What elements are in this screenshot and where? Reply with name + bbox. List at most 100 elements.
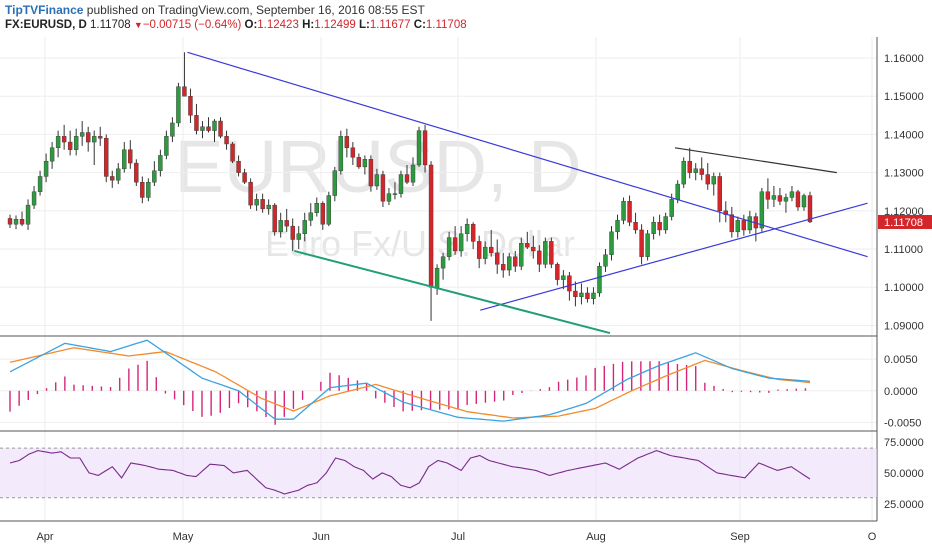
candle-body <box>55 136 61 148</box>
candle-body <box>711 176 716 185</box>
publish-line: TipTVFinance published on TradingView.co… <box>5 3 425 17</box>
candle-body <box>314 202 319 213</box>
candle-body <box>236 160 241 173</box>
rsi-band-fill <box>0 448 877 498</box>
candle-body <box>188 96 193 116</box>
candle-body <box>206 126 211 131</box>
candle-body <box>693 168 698 173</box>
candle-body <box>362 159 368 168</box>
candle-body <box>212 120 217 131</box>
candle-body <box>37 176 43 192</box>
symbol-label[interactable]: FX:EURUSD, D <box>5 19 87 31</box>
candle-body <box>765 191 771 200</box>
candle-body <box>513 256 518 267</box>
candle-body <box>507 256 512 271</box>
price-tick-label: 1.11000 <box>884 244 923 256</box>
candle-body <box>675 183 680 200</box>
candle-body <box>158 155 163 171</box>
price-tick-label: 1.13000 <box>884 168 924 180</box>
candle-body <box>284 220 289 227</box>
quote-line: FX:EURUSD, D 1.11708 ▼−0.00715 (−0.64%) … <box>5 19 467 31</box>
candle-body <box>218 120 223 137</box>
publish-info: published on TradingView.com, September … <box>83 3 425 17</box>
low-value: 1.11677 <box>369 19 411 31</box>
candle-body <box>687 160 692 173</box>
candle-body <box>639 229 644 257</box>
high-value: 1.12499 <box>314 19 356 31</box>
candle-body <box>579 292 584 297</box>
price-tick-label: 1.15000 <box>884 91 924 103</box>
candlestick-series <box>7 52 813 321</box>
candle-body <box>495 252 500 265</box>
low-label: L: <box>358 19 370 31</box>
candle-body <box>446 237 452 257</box>
candle-body <box>128 149 133 164</box>
candle-body <box>116 168 121 181</box>
candle-body <box>464 224 470 234</box>
candle-body <box>651 222 656 234</box>
month-tick-label: May <box>173 531 194 543</box>
last-price-label: 1.11708 <box>884 217 923 229</box>
candle-body <box>79 132 85 137</box>
candle-body <box>759 191 765 229</box>
candle-body <box>7 218 13 225</box>
candle-body <box>224 136 229 145</box>
candle-body <box>104 138 109 177</box>
candle-body <box>140 181 145 198</box>
price-change: −0.00715 (−0.64%) <box>142 19 242 31</box>
candle-body <box>567 275 572 292</box>
candle-body <box>410 164 416 183</box>
candle-body <box>67 141 73 150</box>
candle-body <box>771 195 777 200</box>
candle-body <box>164 136 169 156</box>
candle-body <box>549 241 554 265</box>
candle-body <box>525 243 530 248</box>
rsi-tick-label: 75.0000 <box>884 437 924 449</box>
time-axis[interactable]: Apr May Jun Jul Aug Sep O <box>36 531 876 543</box>
candle-body <box>777 195 783 202</box>
price-tick-label: 1.16000 <box>884 53 924 65</box>
candle-body <box>398 174 404 194</box>
candle-body <box>573 290 578 297</box>
candle-body <box>489 246 494 254</box>
high-label: H: <box>302 19 315 31</box>
candle-body <box>807 195 813 223</box>
candle-body <box>747 216 753 231</box>
candle-body <box>404 174 410 183</box>
pane-borders <box>0 37 878 522</box>
candle-body <box>98 136 103 139</box>
candle-body <box>392 193 398 195</box>
candle-body <box>374 174 380 187</box>
candle-body <box>434 267 440 288</box>
candle-body <box>422 130 428 166</box>
candle-body <box>134 162 139 183</box>
candle-body <box>458 233 464 252</box>
rsi-tick-label: 50.0000 <box>884 468 924 480</box>
candle-body <box>603 254 608 267</box>
candle-body <box>73 136 79 150</box>
price-axis[interactable]: 1.16000 1.15000 1.14000 1.13000 1.12000 1.110… <box>878 53 932 511</box>
candle-body <box>428 164 434 288</box>
candle-body <box>482 246 488 259</box>
rsi-line <box>9 450 811 495</box>
candle-body <box>266 204 271 210</box>
candle-body <box>645 233 650 257</box>
candle-body <box>783 197 789 202</box>
candle-body <box>519 243 524 267</box>
candle-body <box>242 172 247 183</box>
author-link[interactable]: TipTVFinance <box>5 3 84 17</box>
candle-body <box>609 231 614 255</box>
macd-pane <box>9 339 811 425</box>
candle-body <box>669 199 674 217</box>
candle-body <box>681 160 686 185</box>
candle-body <box>85 132 91 143</box>
candle-body <box>326 195 331 225</box>
grid-lines <box>0 37 877 521</box>
candle-body <box>260 199 265 210</box>
candle-body <box>416 130 422 166</box>
candle-body <box>176 86 181 124</box>
month-tick-label: Jun <box>312 531 330 543</box>
candle-body <box>302 220 307 234</box>
trendlines[interactable] <box>187 51 868 335</box>
